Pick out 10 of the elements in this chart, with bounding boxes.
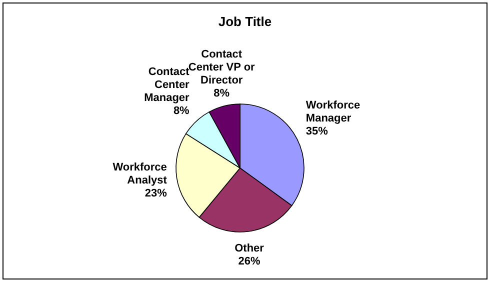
chart-title: Job Title [218,14,272,29]
data-label: 8% [173,105,190,118]
slice-label: Workforce Analyst [112,162,168,187]
data-label: 26% [238,255,260,268]
slice-label: Contact Center VP or Director [188,48,256,86]
data-label: 35% [306,125,328,138]
slice-label: Other [234,242,265,254]
data-label: 23% [144,188,168,200]
data-label: 8% [214,87,230,100]
slice-label: Workforce Manager [306,99,360,124]
